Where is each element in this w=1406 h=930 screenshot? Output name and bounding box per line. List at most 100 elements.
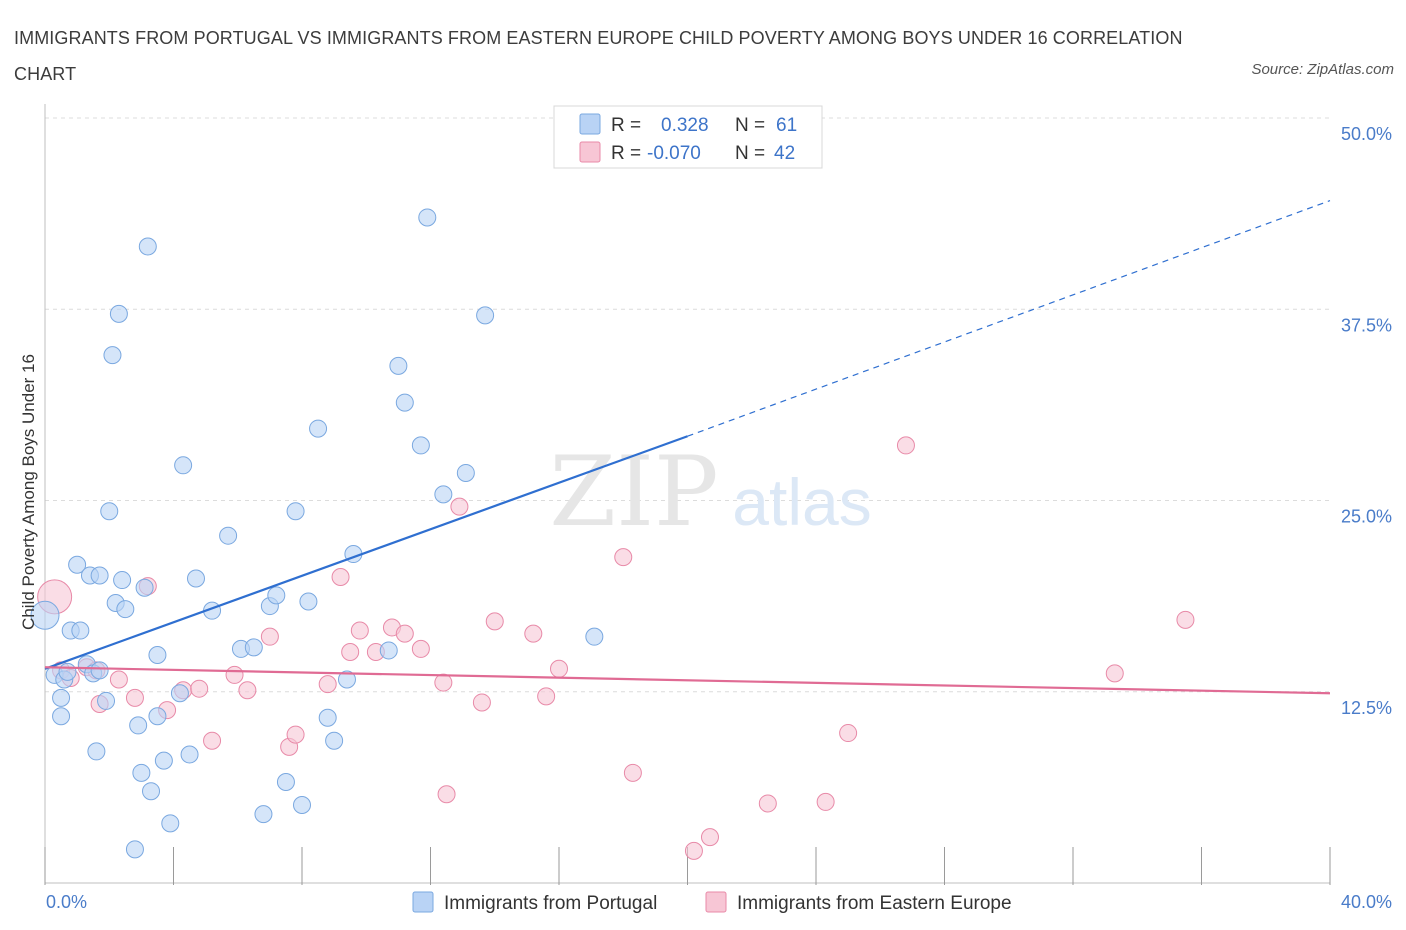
portugal-point [585,627,604,646]
portugal-point [132,763,151,782]
portugal-point [325,731,344,750]
portugal-point [186,569,205,588]
legend-r-value: -0.070 [647,143,701,164]
portugal-point [174,456,193,475]
portugal-point [267,586,286,605]
portugal-point [418,208,437,227]
chart-title: IMMIGRANTS FROM PORTUGAL VS IMMIGRANTS F… [14,28,1183,84]
eastern-europe-point [350,621,369,640]
portugal-point [148,707,167,726]
eastern-europe-point [485,612,504,631]
eastern-europe-point [684,841,703,860]
portugal-point [100,502,119,521]
y-tick-label: 12.5% [1341,698,1392,718]
portugal-point [161,814,180,833]
portugal-point [125,840,144,859]
eastern-europe-point [550,659,568,678]
portugal-point [142,782,161,801]
stats-legend: R = 0.328 N = 61 R = -0.070 N = 42 [553,105,823,169]
eastern-europe-point [286,725,305,744]
portugal-point [87,742,106,761]
eastern-europe-points [37,436,1195,860]
portugal-point [318,708,337,727]
portugal-point [71,621,90,640]
portugal-point [97,691,116,710]
portugal-point [68,555,87,574]
portugal-point [456,463,475,482]
eastern-europe-point [190,679,209,698]
eastern-europe-point [537,687,556,706]
portugal-point [58,662,77,681]
y-tick-label: 37.5% [1341,315,1392,335]
portugal-point [135,578,154,597]
portugal-point [299,592,318,611]
portugal-point [113,571,132,590]
portugal-point [52,688,71,707]
watermark-zip: ZIP [549,436,718,548]
series-legend: Immigrants from Portugal Immigrants from… [412,891,1012,914]
legend-n-label: N = [735,115,765,136]
portugal-point [434,485,453,504]
legend-r-label: R = [611,115,641,136]
legend-series-portugal: Immigrants from Portugal [444,893,657,914]
eastern-europe-point [225,665,244,684]
eastern-europe-point [238,681,257,700]
eastern-europe-point [411,639,430,658]
portugal-point [411,436,430,455]
eastern-europe-point [839,724,858,743]
y-tick-label: 25.0% [1341,507,1392,527]
eastern-europe-point [318,675,337,694]
eastern-europe-point [341,642,360,661]
portugal-point [309,419,328,438]
y-axis-title: Child Poverty Among Boys Under 16 [19,354,38,630]
eastern-europe-point [896,436,915,455]
portugal-point [293,795,311,814]
portugal-point [154,751,173,770]
legend-series-eastern-europe: Immigrants from Eastern Europe [737,893,1012,914]
x-tick-label: 40.0% [1341,892,1392,912]
portugal-point [276,773,295,792]
portugal-point [138,237,157,256]
eastern-europe-point [472,693,491,712]
portugal-trend-line [44,435,688,670]
portugal-point [379,641,398,660]
eastern-europe-point [260,627,279,646]
legend-swatch-portugal [579,113,601,135]
eastern-europe-point [1176,610,1195,629]
portugal-point [109,304,128,323]
portugal-point [337,670,356,689]
portugal-point [116,600,135,619]
legend-r-value: 0.328 [661,115,709,136]
eastern-europe-point [203,731,222,750]
portugal-point [219,526,238,545]
portugal-point [129,716,148,735]
source-label: Source: ZipAtlas.com [1251,61,1394,78]
portugal-point [148,646,167,665]
eastern-europe-point [524,624,543,643]
portugal-point [170,684,189,703]
trend-lines [44,200,1331,695]
legend-swatch-portugal [412,891,434,913]
legend-n-value: 61 [776,115,797,136]
eastern-europe-point [331,568,350,586]
legend-n-value: 42 [774,143,795,164]
watermark-atlas: atlas [732,465,871,539]
legend-r-label: R = [611,143,641,164]
eastern-europe-point [434,673,453,692]
portugal-point [90,566,109,585]
portugal-point [30,600,60,630]
grid-lines [45,117,1330,693]
eastern-europe-trend-line [44,666,1331,695]
portugal-point [286,502,305,521]
portugal-point [395,393,414,412]
portugal-point [90,661,109,680]
eastern-europe-point [1105,664,1124,683]
portugal-points [30,208,604,859]
x-tick-label: 0.0% [46,892,87,912]
portugal-point [254,805,273,824]
portugal-point [476,306,495,325]
portugal-point [180,745,199,764]
tick-labels: 12.5% 25.0% 37.5% 50.0% 0.0% 40.0% [46,124,1392,912]
eastern-europe-point [450,497,469,516]
